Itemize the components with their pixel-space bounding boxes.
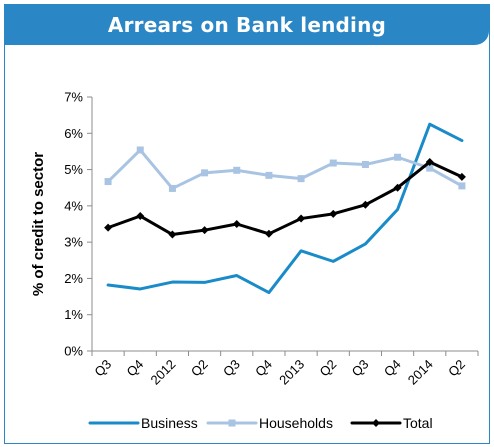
- total-point: [201, 226, 209, 234]
- households-point: [233, 167, 240, 174]
- x-tick-label: Q2: [317, 357, 340, 380]
- households-point: [265, 172, 272, 179]
- x-tick-label: Q3: [91, 357, 114, 380]
- households-point: [105, 178, 112, 185]
- x-tick-label: Q4: [381, 357, 404, 380]
- x-tick-label: 2014: [405, 357, 436, 388]
- y-axis-title: % of credit to sector: [30, 152, 47, 296]
- x-tick-label: Q4: [124, 357, 147, 380]
- x-tick-label: Q3: [349, 357, 372, 380]
- x-tick-label: Q3: [220, 357, 243, 380]
- legend-marker-total: [372, 419, 380, 427]
- x-tick-label: Q2: [188, 357, 211, 380]
- y-tick-label: 6%: [64, 126, 83, 141]
- households-point: [169, 185, 176, 192]
- total-point: [104, 224, 112, 232]
- y-tick-label: 0%: [64, 344, 83, 359]
- total-point: [233, 220, 241, 228]
- households-point: [137, 146, 144, 153]
- total-point: [329, 210, 337, 218]
- y-tick-label: 3%: [64, 235, 83, 250]
- x-tick-label: 2013: [276, 357, 307, 388]
- y-tick-label: 2%: [64, 271, 83, 286]
- legend-label-households: Households: [259, 415, 333, 431]
- households-point: [458, 182, 465, 189]
- x-tick-label: Q2: [445, 357, 468, 380]
- x-tick-label: 2012: [147, 357, 178, 388]
- households-point: [394, 154, 401, 161]
- y-tick-label: 5%: [64, 162, 83, 177]
- y-tick-label: 7%: [64, 90, 83, 105]
- business-series-line: [108, 124, 462, 292]
- y-tick-label: 4%: [64, 198, 83, 213]
- legend-label-business: Business: [141, 415, 198, 431]
- households-point: [201, 169, 208, 176]
- households-point: [362, 161, 369, 168]
- households-point: [330, 160, 337, 167]
- legend-marker-households: [229, 420, 236, 427]
- y-tick-label: 1%: [64, 307, 83, 322]
- legend-label-total: Total: [403, 415, 433, 431]
- x-tick-label: Q4: [252, 357, 275, 380]
- households-point: [298, 175, 305, 182]
